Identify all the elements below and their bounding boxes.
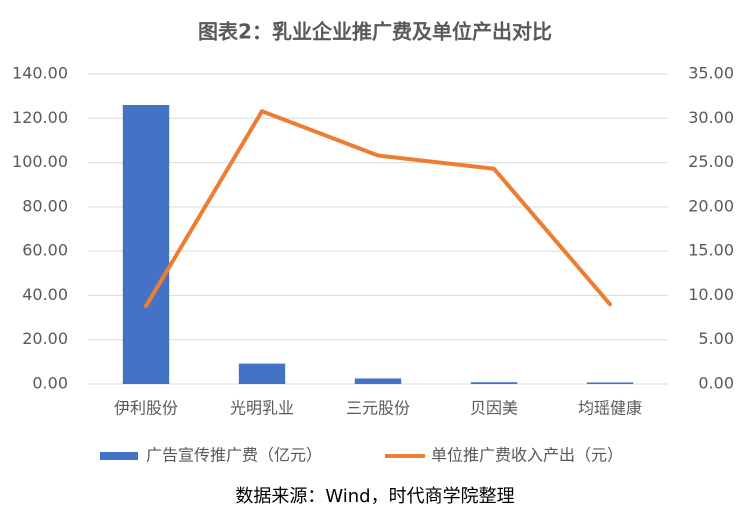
- legend-swatch: [100, 452, 138, 460]
- x-tick-label: 均瑶健康: [578, 399, 642, 418]
- y2-tick-label: 0.00: [698, 374, 734, 393]
- line: [144, 109, 612, 309]
- y2-tick-label: 20.00: [688, 196, 734, 215]
- bar: [586, 382, 634, 384]
- bar: [354, 378, 402, 384]
- bar: [122, 105, 170, 384]
- y2-tick-label: 25.00: [688, 152, 734, 171]
- y-tick-label: 100.00: [12, 152, 68, 171]
- bar: [238, 363, 286, 384]
- y-tick-label: 40.00: [22, 285, 68, 304]
- y2-tick-label: 15.00: [688, 241, 734, 260]
- y2-tick-label: 35.00: [688, 64, 734, 83]
- chart-title: 图表2：乳业企业推广费及单位产出对比: [198, 20, 552, 44]
- x-tick-label: 贝因美: [470, 399, 518, 418]
- y-tick-label: 120.00: [12, 108, 68, 127]
- y2-tick-label: 5.00: [698, 329, 734, 348]
- y-tick-label: 20.00: [22, 329, 68, 348]
- y2-tick-label: 10.00: [688, 285, 734, 304]
- x-tick-label: 光明乳业: [230, 399, 294, 418]
- x-tick-label: 三元股份: [346, 399, 410, 418]
- bar: [470, 382, 518, 384]
- y-tick-label: 60.00: [22, 241, 68, 260]
- y2-tick-label: 30.00: [688, 108, 734, 127]
- source-note: 数据来源：Wind，时代商学院整理: [235, 486, 514, 507]
- legend-label: 单位推广费收入产出（元）: [431, 446, 623, 465]
- y-tick-label: 140.00: [12, 64, 68, 83]
- x-tick-label: 伊利股份: [114, 399, 178, 418]
- y-tick-label: 0.00: [32, 374, 68, 393]
- y-tick-label: 80.00: [22, 196, 68, 215]
- legend-label: 广告宣传推广费（亿元）: [146, 446, 322, 465]
